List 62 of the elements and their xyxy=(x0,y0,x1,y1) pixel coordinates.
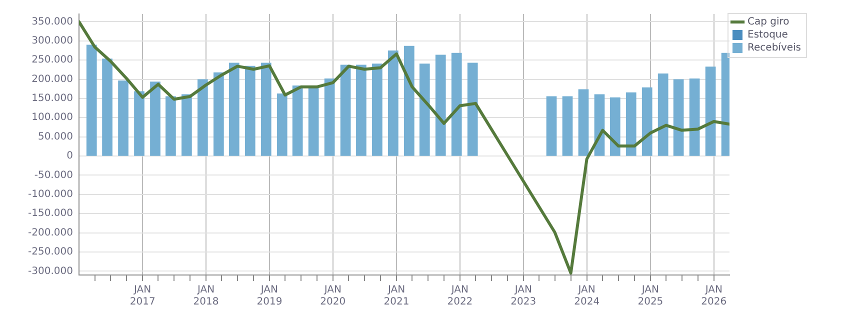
bar xyxy=(292,85,303,156)
x-tick-label: JAN 2021 xyxy=(384,284,410,308)
bar xyxy=(214,72,224,156)
y-tick-label: 250.000 xyxy=(32,54,73,66)
y-tick-label: -150.000 xyxy=(28,208,73,220)
x-tick-label: JAN 2018 xyxy=(193,284,219,308)
bar xyxy=(372,64,382,156)
legend-label: Recebíveis xyxy=(748,42,802,54)
legend-label: Cap giro xyxy=(748,16,790,28)
bar xyxy=(356,64,366,156)
y-tick-label: 50.000 xyxy=(38,131,73,142)
y-tick-label: -200.000 xyxy=(28,227,73,238)
y-tick-label: 150.000 xyxy=(32,93,73,104)
y-tick-label: 300.000 xyxy=(32,35,73,46)
bar xyxy=(260,62,272,156)
x-tick-label: JAN 2024 xyxy=(574,284,600,308)
x-tick-label: JAN 2023 xyxy=(510,284,536,308)
y-tick-label: 0 xyxy=(66,150,73,162)
y-tick-label: -50.000 xyxy=(34,170,73,181)
bar xyxy=(182,94,192,156)
bar xyxy=(689,78,700,156)
bar xyxy=(118,80,128,156)
y-tick-label: 100.000 xyxy=(32,112,73,124)
bar xyxy=(658,74,668,156)
bar xyxy=(467,62,478,156)
bar xyxy=(562,96,573,156)
bar xyxy=(308,86,319,156)
x-tick-label: JAN 2019 xyxy=(256,284,282,308)
bar xyxy=(419,64,430,156)
bar xyxy=(435,54,446,156)
x-tick-label: JAN 2022 xyxy=(447,284,473,308)
bar xyxy=(244,66,256,156)
y-tick-label: 350.000 xyxy=(32,16,73,28)
bar xyxy=(134,91,144,156)
bar xyxy=(276,94,288,156)
bar xyxy=(340,64,351,156)
bar xyxy=(198,79,208,156)
y-tick-label: 200.000 xyxy=(32,74,73,85)
legend-label: Estoque xyxy=(748,30,788,41)
y-tick-label: -300.000 xyxy=(28,266,73,277)
bar xyxy=(642,87,652,156)
x-tick-label: JAN 2025 xyxy=(638,284,664,308)
bar xyxy=(610,97,620,156)
bar xyxy=(228,62,240,156)
bar xyxy=(626,92,636,156)
bar xyxy=(451,52,462,156)
bar xyxy=(150,82,160,156)
bar xyxy=(404,46,414,156)
x-tick-label: JAN 2017 xyxy=(130,284,156,308)
x-tick-label: JAN 2026 xyxy=(701,284,727,308)
bar xyxy=(102,58,112,156)
bar xyxy=(546,96,557,156)
bar xyxy=(86,44,97,156)
bar xyxy=(705,66,716,156)
bar xyxy=(166,96,176,156)
y-tick-label: -100.000 xyxy=(28,188,73,200)
x-tick-label: JAN 2020 xyxy=(320,284,346,308)
bar xyxy=(388,50,398,156)
bar xyxy=(324,78,335,156)
bar xyxy=(673,79,684,156)
y-tick-label: -250.000 xyxy=(28,246,73,258)
bar xyxy=(578,89,589,156)
